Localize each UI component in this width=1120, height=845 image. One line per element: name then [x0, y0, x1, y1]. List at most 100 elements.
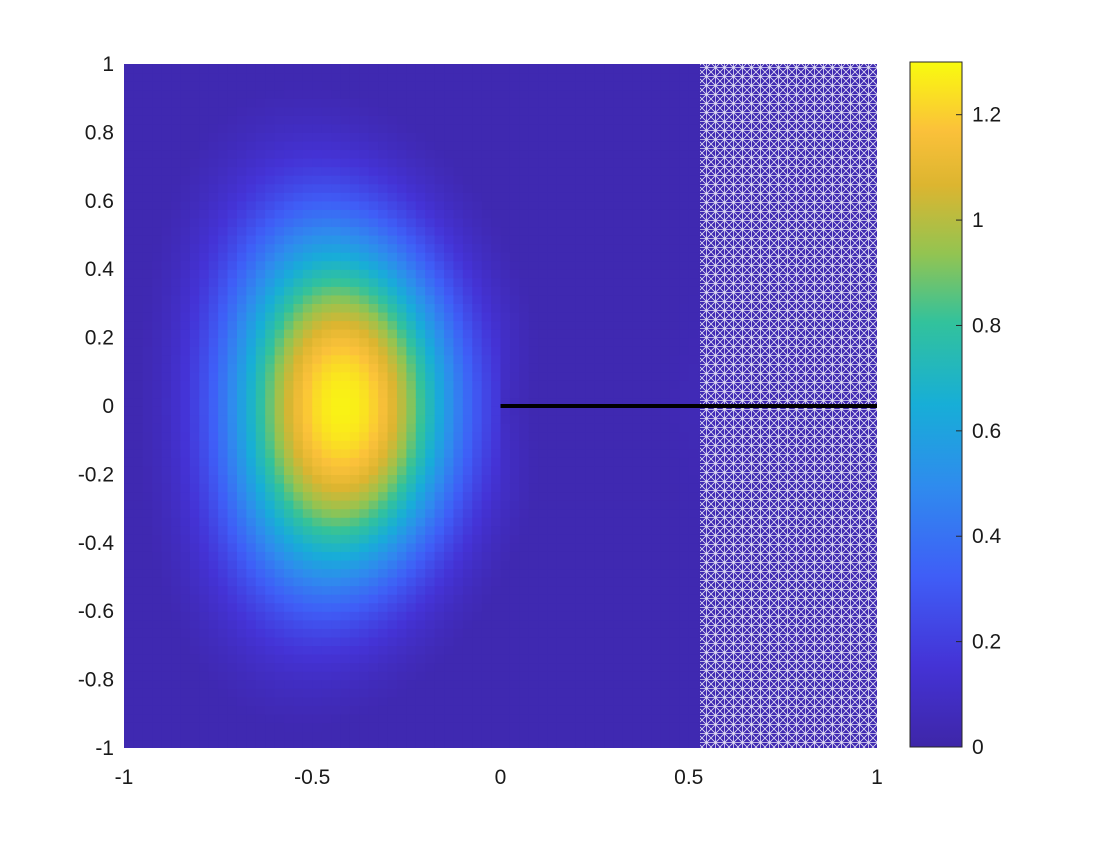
heat-cell: [302, 252, 313, 262]
heat-cell: [331, 277, 342, 287]
heat-cell: [236, 431, 247, 441]
heat-cell: [180, 123, 191, 133]
heat-cell: [415, 739, 426, 748]
heat-cell: [161, 713, 172, 723]
heat-cell: [189, 713, 200, 723]
heat-cell: [594, 423, 605, 433]
heat-cell: [396, 311, 407, 322]
heat-cell: [331, 303, 342, 313]
heat-cell: [378, 696, 389, 706]
heat-cell: [594, 286, 605, 296]
heat-cell: [594, 448, 605, 458]
heat-cell: [171, 491, 182, 501]
heat-cell: [359, 602, 370, 612]
heat-cell: [246, 662, 257, 672]
heat-cell: [613, 423, 624, 433]
heat-cell: [604, 89, 615, 99]
heat-cell: [161, 611, 172, 621]
heat-cell: [387, 713, 398, 723]
heat-cell: [171, 132, 182, 142]
heat-cell: [189, 260, 200, 270]
heat-cell: [491, 696, 502, 706]
heat-cell: [481, 491, 492, 501]
heat-cell: [556, 465, 567, 475]
heat-cell: [142, 98, 153, 108]
heat-cell: [481, 363, 492, 373]
heat-cell: [142, 337, 153, 347]
heat-cell: [566, 679, 577, 689]
heat-cell: [491, 354, 502, 364]
heat-cell: [594, 320, 605, 330]
heat-cell: [641, 465, 652, 475]
heat-cell: [189, 739, 200, 748]
heat-cell: [218, 192, 229, 202]
heat-cell: [293, 645, 304, 655]
heat-cell: [481, 730, 492, 741]
heat-cell: [208, 713, 219, 723]
heat-cell: [152, 500, 163, 510]
heat-cell: [406, 183, 417, 193]
heat-cell: [604, 277, 615, 287]
heat-cell: [481, 653, 492, 664]
heat-cell: [444, 423, 455, 433]
heat-cell: [208, 354, 219, 364]
heat-cell: [481, 534, 492, 544]
heat-cell: [321, 722, 332, 732]
heat-cell: [255, 448, 266, 458]
heat-cell: [415, 217, 426, 228]
heat-cell: [227, 200, 238, 210]
heat-cell: [453, 166, 464, 176]
heat-cell: [547, 636, 558, 646]
heat-cell: [632, 645, 643, 655]
heat-cell: [425, 123, 436, 133]
heat-cell: [255, 286, 266, 296]
heat-cell: [688, 679, 699, 689]
heat-cell: [161, 585, 172, 595]
heat-cell: [293, 209, 304, 219]
heat-cell: [293, 414, 304, 424]
heat-cell: [180, 636, 191, 646]
heat-cell: [189, 320, 200, 330]
heat-cell: [180, 81, 191, 91]
heat-cell: [396, 423, 407, 433]
heat-cell: [425, 525, 436, 535]
heat-cell: [255, 89, 266, 99]
heat-cell: [472, 431, 483, 441]
heat-cell: [293, 491, 304, 501]
heat-cell: [236, 64, 247, 74]
heat-cell: [312, 525, 323, 535]
heat-cell: [161, 123, 172, 133]
heat-cell: [669, 517, 680, 527]
heat-cell: [566, 209, 577, 219]
heat-cell: [613, 602, 624, 612]
heat-cell: [171, 517, 182, 527]
heat-cell: [585, 431, 596, 441]
heat-cell: [453, 508, 464, 518]
heat-cell: [180, 688, 191, 698]
heat-cell: [396, 277, 407, 287]
heat-cell: [142, 132, 153, 142]
heat-cell: [368, 158, 379, 168]
heat-cell: [679, 192, 690, 202]
heat-cell: [236, 585, 247, 595]
heat-cell: [622, 132, 633, 142]
heat-cell: [274, 508, 285, 518]
heat-cell: [340, 525, 351, 535]
heat-cell: [622, 260, 633, 270]
heat-cell: [218, 81, 229, 91]
heat-cell: [613, 568, 624, 578]
heat-cell: [387, 123, 398, 133]
heat-cell: [566, 132, 577, 142]
heat-cell: [255, 209, 266, 219]
heat-cell: [613, 320, 624, 330]
heat-cell: [359, 329, 370, 339]
heat-cell: [349, 525, 360, 535]
heat-cell: [547, 542, 558, 552]
heat-cell: [142, 192, 153, 202]
heat-cell: [434, 123, 445, 133]
heat-cell: [312, 423, 323, 433]
heat-cell: [444, 474, 455, 484]
heat-cell: [142, 602, 153, 612]
heat-cell: [180, 72, 191, 82]
heat-cell: [481, 525, 492, 535]
